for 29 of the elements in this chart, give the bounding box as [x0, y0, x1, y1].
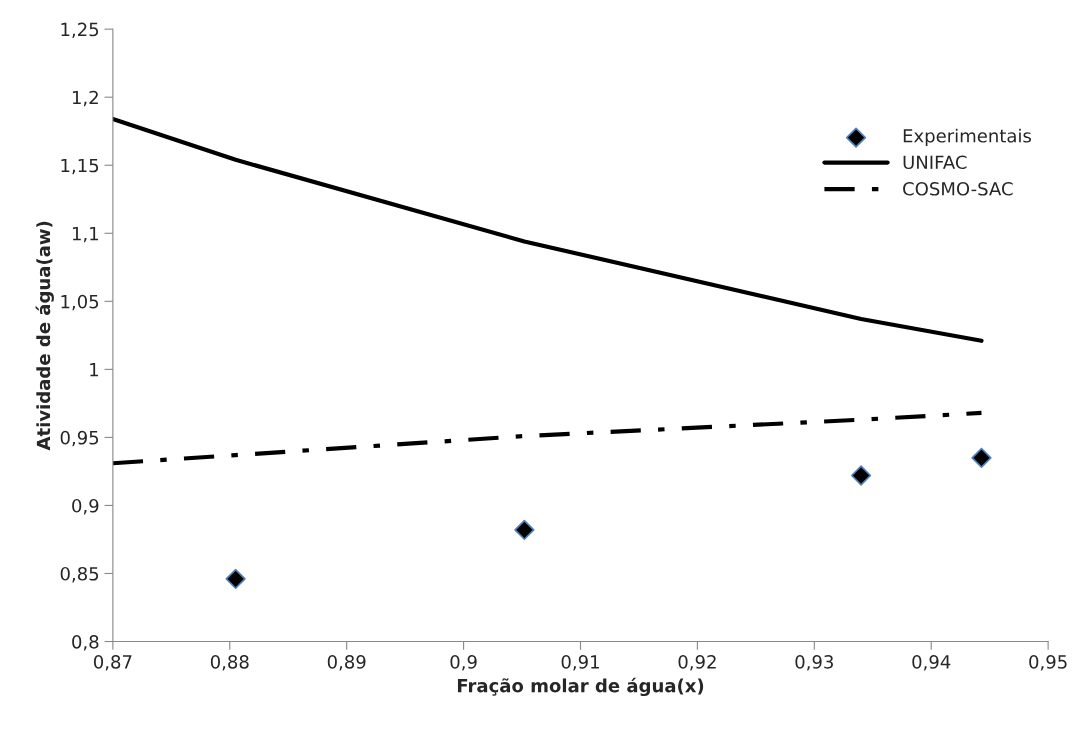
x-tick-label: 0,93: [795, 655, 833, 671]
y-tick-label: 0,85: [60, 566, 99, 583]
legend-label: Experimentais: [903, 128, 1031, 147]
point: [514, 519, 535, 541]
y-tick-label: 1,05: [61, 294, 99, 311]
x-tick-label: 0,92: [678, 655, 716, 671]
y-tick-label: 1,2: [72, 90, 98, 107]
x-tick-label: 0,88: [210, 655, 249, 671]
legend-label: COSMO-SAC: [903, 181, 1013, 196]
y-tick-label: 1,25: [61, 22, 99, 39]
x-tick-label: 0,95: [1029, 655, 1067, 671]
legend-label: UNIFAC: [903, 155, 967, 170]
point: [225, 568, 246, 590]
y-axis-title: Atividade de água(aw): [35, 221, 54, 451]
line-series: [112, 410, 984, 466]
y-tick-label: 0,95: [60, 430, 99, 447]
x-tick-label: 0,87: [93, 655, 132, 671]
x-tick-label: 0,91: [561, 655, 599, 671]
y-tick-label: 1,1: [72, 226, 99, 243]
point: [971, 447, 992, 468]
y-tick-label: 1,15: [61, 158, 99, 175]
x-tick-label: 0,89: [327, 655, 366, 671]
y-tick-label: 1: [90, 363, 99, 377]
point: [850, 465, 872, 486]
x-axis-title: Fração molar de água(x): [457, 677, 704, 697]
x-tick-label: 0,9: [450, 655, 477, 671]
x-tick-label: 0,94: [912, 655, 951, 671]
y-tick-label: 0,9: [72, 498, 99, 515]
y-tick-label: 0,8: [72, 634, 99, 651]
